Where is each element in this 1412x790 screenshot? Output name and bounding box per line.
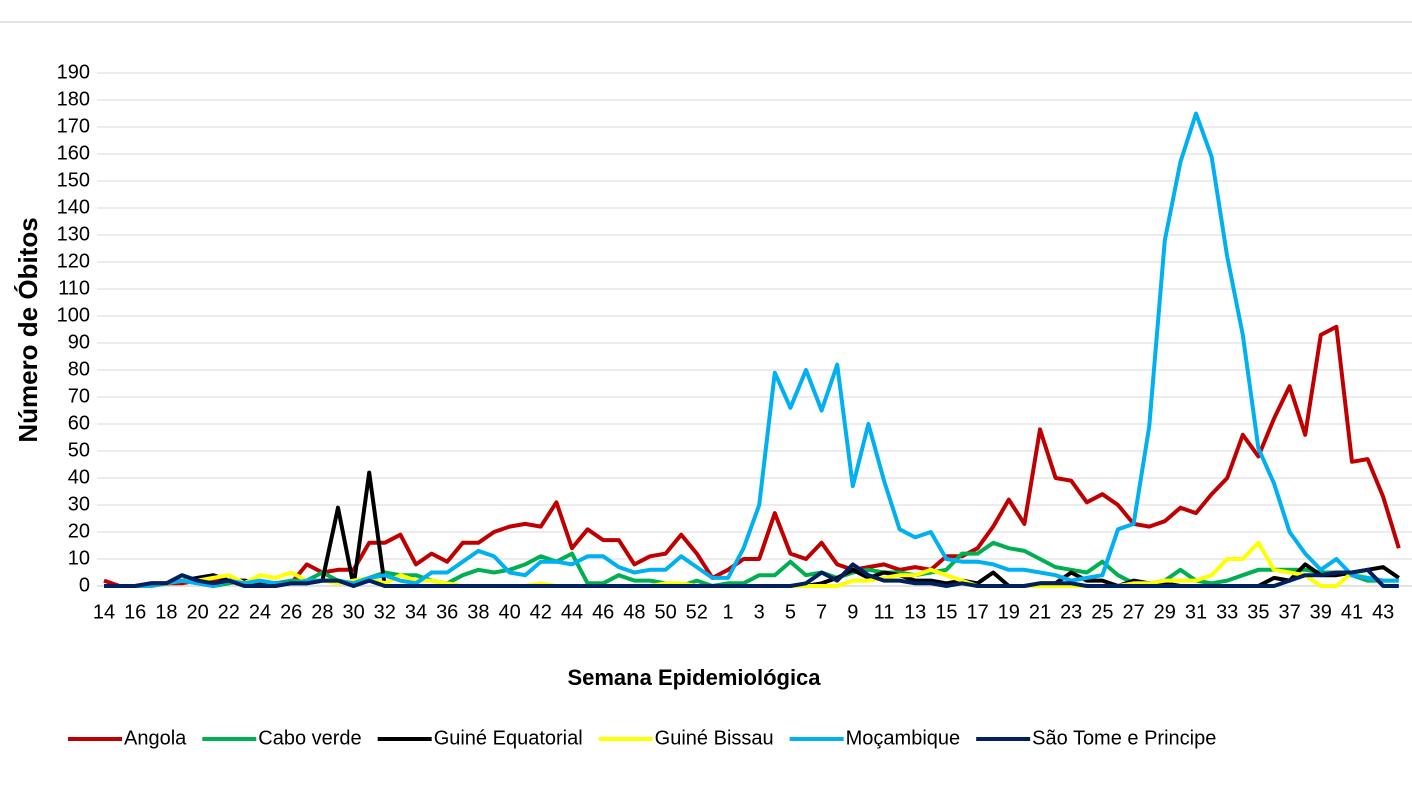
legend-label: Guiné Equatorial — [434, 727, 583, 749]
legend: Angola Cabo verde Guiné Equatorial Guiné Bi… — [68, 727, 1216, 749]
x-tick-label: 9 — [847, 601, 858, 623]
legend-label: Guiné Bissau — [655, 727, 774, 749]
x-tick-label: 23 — [1060, 601, 1082, 623]
x-tick-label: 36 — [436, 601, 458, 623]
x-tick-label: 3 — [754, 601, 765, 623]
x-tick-label: 42 — [530, 601, 552, 623]
y-tick-label: 150 — [57, 169, 90, 191]
legend-label: Moçambique — [846, 727, 961, 749]
x-tick-label: 14 — [93, 601, 115, 623]
grid — [97, 72, 1412, 587]
x-tick-label: 44 — [561, 601, 583, 623]
y-tick-label: 160 — [57, 142, 90, 164]
x-tick-label: 17 — [966, 601, 988, 623]
y-tick-label: 130 — [57, 223, 90, 245]
x-tick-label: 24 — [249, 601, 271, 623]
x-tick-label: 33 — [1216, 601, 1238, 623]
y-tick-label: 180 — [57, 88, 90, 110]
y-tick-label: 100 — [57, 304, 90, 326]
x-tick-label: 29 — [1154, 601, 1176, 623]
x-tick-label: 20 — [186, 601, 208, 623]
series-line — [103, 324, 1401, 588]
y-tick-label: 0 — [79, 574, 90, 596]
x-tick-label: 30 — [342, 601, 364, 623]
series-line — [104, 540, 1399, 588]
series-line — [104, 111, 1399, 588]
y-tick-label: 110 — [58, 277, 90, 299]
x-tick-label: 15 — [935, 601, 957, 623]
x-tick-label: 11 — [874, 601, 895, 623]
x-tick-label: 13 — [904, 601, 926, 623]
x-tick-label: 31 — [1185, 601, 1207, 623]
x-tick-label: 37 — [1278, 601, 1300, 623]
y-tick-label: 140 — [57, 196, 90, 218]
y-tick-label: 20 — [68, 520, 90, 542]
x-tick-label: 18 — [155, 601, 177, 623]
x-tick-label: 21 — [1029, 601, 1051, 623]
x-tick-label: 35 — [1247, 601, 1269, 623]
x-tick-label: 40 — [498, 601, 520, 623]
legend-label: São Tome e Principe — [1032, 727, 1216, 749]
x-tick-label: 22 — [218, 601, 240, 623]
x-tick-label: 39 — [1310, 601, 1332, 623]
x-axis-title: Semana Epidemiológica — [567, 665, 821, 690]
x-tick-label: 16 — [124, 601, 146, 623]
x-tick-label: 34 — [405, 601, 427, 623]
x-tick-label: 38 — [467, 601, 489, 623]
x-tick-label: 48 — [623, 601, 645, 623]
x-tick-label: 50 — [654, 601, 676, 623]
legend-label: Cabo verde — [258, 727, 361, 749]
x-tick-label: 1 — [722, 601, 733, 623]
x-tick-label: 52 — [686, 601, 708, 623]
y-tick-label: 60 — [68, 412, 90, 434]
x-tick-label: 7 — [816, 601, 827, 623]
series-line — [104, 562, 1399, 588]
y-tick-label: 170 — [57, 115, 90, 137]
x-tick-label: 27 — [1122, 601, 1144, 623]
y-tick-label: 10 — [68, 547, 90, 569]
ticks: 0102030405060708090100110120130140150160… — [57, 61, 1395, 623]
x-tick-label: 28 — [311, 601, 333, 623]
y-tick-label: 190 — [57, 61, 90, 83]
x-tick-label: 46 — [592, 601, 614, 623]
x-tick-label: 32 — [374, 601, 396, 623]
x-tick-label: 41 — [1341, 601, 1363, 623]
y-tick-label: 70 — [68, 385, 90, 407]
x-tick-label: 26 — [280, 601, 302, 623]
x-tick-label: 5 — [785, 601, 796, 623]
y-tick-label: 40 — [68, 466, 90, 488]
plot — [103, 111, 1401, 588]
x-tick-label: 43 — [1372, 601, 1394, 623]
y-tick-label: 120 — [57, 250, 90, 272]
x-tick-label: 25 — [1091, 601, 1113, 623]
y-tick-label: 50 — [68, 439, 90, 461]
x-tick-label: 19 — [998, 601, 1020, 623]
y-axis-title: Número de Óbitos — [13, 217, 43, 442]
y-tick-label: 30 — [68, 493, 90, 515]
y-tick-label: 80 — [68, 358, 90, 380]
y-tick-label: 90 — [68, 331, 90, 353]
legend-label: Angola — [124, 727, 187, 749]
